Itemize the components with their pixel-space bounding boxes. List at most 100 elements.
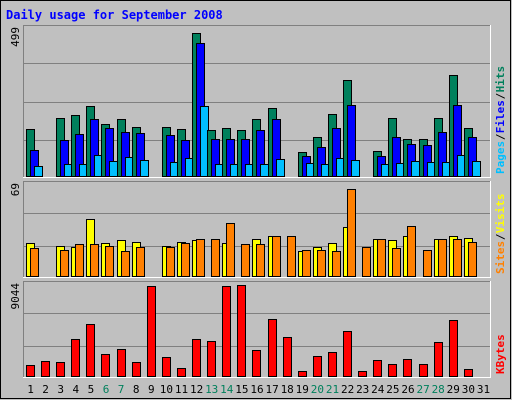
- bar-pages-day-16: [260, 164, 269, 177]
- legend-separator: /: [494, 233, 507, 240]
- bar-sites-day-27: [423, 250, 432, 277]
- bar-kbytes-day-17: [268, 319, 277, 377]
- bar-kbytes-day-18: [283, 337, 292, 377]
- chart-title: Daily usage for September 2008: [6, 8, 223, 22]
- bar-sites-day-19: [302, 250, 311, 277]
- x-tick-label-day-27: 27: [416, 383, 429, 396]
- panel-hits-files-pages-side-legend: Pages/Files/Hits: [494, 66, 507, 174]
- bar-sites-day-8: [136, 247, 145, 277]
- bar-kbytes-day-22: [343, 331, 352, 377]
- x-tick-label-day-11: 11: [175, 383, 188, 396]
- legend-separator: /: [494, 93, 507, 100]
- bar-sites-day-14: [226, 223, 235, 277]
- bar-sites-day-5: [90, 244, 99, 277]
- panel-visits-sites: 69 Sites/Visits: [9, 181, 507, 278]
- x-tick-label-day-22: 22: [341, 383, 354, 396]
- panel-kbytes: 9044 KBytes: [9, 281, 507, 378]
- x-tick-label-day-8: 8: [133, 383, 140, 396]
- bar-kbytes-day-24: [373, 360, 382, 377]
- bar-sites-day-18: [287, 236, 296, 277]
- x-axis: 1 2 3 4 5 6 7 8 9 10 11 12 13 14 15 16 17 18 19 20 21 22 23 24 2…: [27, 383, 490, 396]
- x-tick-label-day-15: 15: [235, 383, 248, 396]
- bar-pages-day-26: [411, 161, 420, 177]
- panel-visits-sites-ymax-label: 69: [9, 183, 22, 196]
- bar-kbytes-day-6: [101, 354, 110, 377]
- bar-kbytes-day-25: [388, 364, 397, 377]
- x-tick-label-day-25: 25: [386, 383, 399, 396]
- bar-sites-day-6: [105, 246, 114, 277]
- x-tick-label-day-31: 31: [477, 383, 490, 396]
- x-tick-label-day-23: 23: [356, 383, 369, 396]
- x-tick-label-day-17: 17: [265, 383, 278, 396]
- legend-separator: /: [494, 133, 507, 140]
- bar-sites-day-25: [392, 248, 401, 277]
- x-tick-label-day-4: 4: [72, 383, 79, 396]
- x-tick-label-day-30: 30: [462, 383, 475, 396]
- bar-sites-day-15: [241, 244, 250, 277]
- x-tick-label-day-5: 5: [88, 383, 95, 396]
- x-tick-label-day-26: 26: [401, 383, 414, 396]
- panel-kbytes-side-legend: KBytes: [494, 334, 507, 374]
- bar-kbytes-day-29: [449, 320, 458, 377]
- bar-sites-day-12: [196, 239, 205, 277]
- legend-files: Files: [494, 100, 507, 133]
- bar-kbytes-day-15: [237, 285, 246, 377]
- bar-kbytes-day-10: [162, 357, 171, 377]
- panel-visits-sites-side-legend: Sites/Visits: [494, 193, 507, 274]
- x-tick-label-day-24: 24: [371, 383, 385, 396]
- bar-sites-day-24: [377, 239, 386, 277]
- bar-kbytes-day-14: [222, 286, 231, 377]
- bar-sites-day-10: [166, 247, 175, 277]
- bar-kbytes-day-28: [434, 342, 443, 377]
- bar-sites-day-13: [211, 239, 220, 277]
- bar-kbytes-day-23: [358, 371, 367, 377]
- bar-sites-day-28: [438, 239, 447, 277]
- x-tick-label-day-18: 18: [281, 383, 294, 396]
- bar-pages-day-22: [351, 160, 360, 177]
- bar-kbytes-day-20: [313, 356, 322, 377]
- bar-sites-day-11: [181, 243, 190, 277]
- x-tick-label-day-14: 14: [220, 383, 234, 396]
- bar-kbytes-day-7: [117, 349, 126, 377]
- bar-pages-day-8: [140, 160, 149, 177]
- bar-sites-day-3: [60, 250, 69, 277]
- bar-kbytes-day-9: [147, 286, 156, 377]
- bar-sites-day-30: [468, 242, 477, 277]
- bar-sites-day-23: [362, 247, 371, 277]
- bar-kbytes-day-1: [26, 365, 35, 377]
- bar-kbytes-day-5: [86, 324, 95, 377]
- bar-kbytes-day-8: [132, 362, 141, 377]
- x-tick-label-day-13: 13: [205, 383, 218, 396]
- x-tick-label-day-1: 1: [27, 383, 34, 396]
- x-tick-label-day-20: 20: [311, 383, 324, 396]
- x-tick-label-day-16: 16: [250, 383, 263, 396]
- bar-kbytes-day-30: [464, 369, 473, 377]
- bar-kbytes-day-4: [71, 339, 80, 377]
- legend-hits: Hits: [494, 66, 507, 93]
- bar-sites-day-4: [75, 244, 84, 277]
- bar-kbytes-day-3: [56, 362, 65, 377]
- bar-kbytes-day-26: [403, 359, 412, 377]
- x-tick-label-day-10: 10: [160, 383, 173, 396]
- x-tick-label-day-29: 29: [447, 383, 460, 396]
- bar-sites-day-21: [332, 251, 341, 277]
- legend-visits: Visits: [494, 193, 507, 233]
- legend-pages: Pages: [494, 141, 507, 174]
- bar-pages-day-30: [472, 161, 481, 177]
- bar-pages-day-6: [109, 161, 118, 177]
- x-tick-label-day-6: 6: [103, 383, 110, 396]
- x-tick-label-day-7: 7: [118, 383, 125, 396]
- x-tick-label-day-21: 21: [326, 383, 339, 396]
- x-tick-label-day-2: 2: [42, 383, 49, 396]
- bar-sites-day-16: [256, 244, 265, 277]
- x-tick-label-day-3: 3: [57, 383, 64, 396]
- bar-sites-day-17: [272, 236, 281, 277]
- bar-pages-day-17: [276, 159, 285, 177]
- bar-kbytes-day-27: [419, 364, 428, 377]
- bar-sites-day-20: [317, 250, 326, 277]
